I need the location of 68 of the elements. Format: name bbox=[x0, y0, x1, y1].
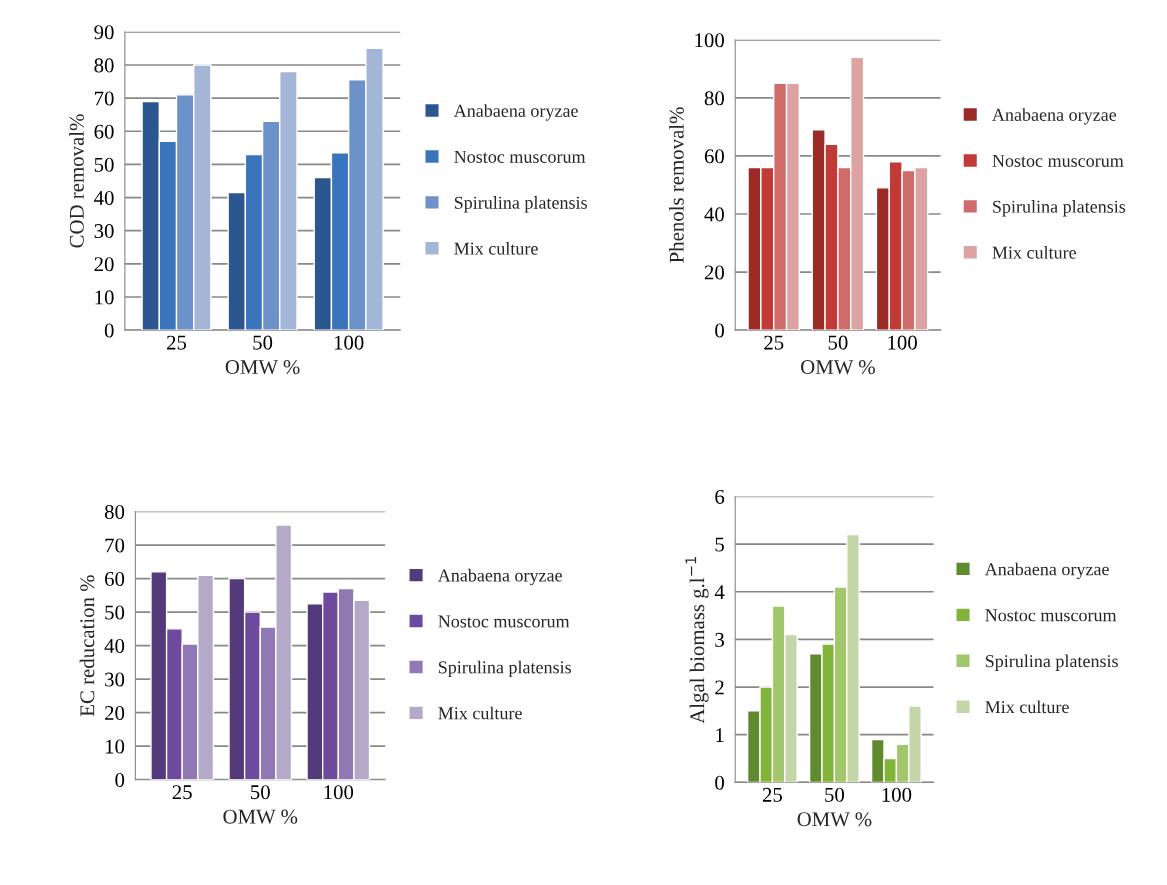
y-tick-label: 40 bbox=[94, 190, 114, 205]
x-tick-label: 100 bbox=[324, 785, 354, 800]
y-tick-label: 20 bbox=[94, 257, 114, 272]
y-tick-label: 50 bbox=[105, 605, 125, 620]
y-tick-label: 3 bbox=[715, 632, 724, 647]
x-tick-label: 100 bbox=[882, 787, 912, 802]
x-tick-label: 50 bbox=[251, 785, 270, 800]
y-tick-label: 4 bbox=[714, 585, 725, 599]
x-tick-label: 50 bbox=[253, 335, 273, 350]
x-tick-label: 25 bbox=[172, 785, 192, 800]
y-tick-label: 1 bbox=[716, 728, 724, 742]
y-tick-label: 100 bbox=[695, 33, 724, 48]
y-tick-label: 80 bbox=[104, 504, 125, 519]
legend-label: Nostoc muscorum bbox=[985, 609, 1117, 622]
y-tick-label: 30 bbox=[105, 672, 125, 687]
x-tick-label: 100 bbox=[888, 335, 917, 350]
y-axis-title: EC reducation % bbox=[79, 575, 95, 717]
legend-label: Nostoc muscorum bbox=[454, 150, 586, 163]
x-axis-title: OMW % bbox=[225, 360, 300, 375]
y-tick-label: 50 bbox=[94, 157, 114, 172]
x-tick-label: 50 bbox=[825, 787, 845, 802]
legend-label: Anabaena oryzae bbox=[992, 108, 1117, 125]
y-tick-label: 60 bbox=[94, 124, 114, 139]
y-tick-label: 70 bbox=[94, 91, 114, 106]
legend-label: Spirulina platensis bbox=[985, 654, 1118, 671]
y-tick-label: 70 bbox=[105, 538, 125, 553]
y-tick-label: 60 bbox=[704, 149, 724, 164]
legend-label: Spirulina platensis bbox=[993, 200, 1126, 217]
x-tick-label: 25 bbox=[764, 335, 784, 350]
y-tick-label: 20 bbox=[105, 706, 125, 721]
y-tick-label: 80 bbox=[94, 58, 114, 73]
y-tick-label: 0 bbox=[715, 323, 724, 338]
legend-label: Mix culture bbox=[454, 242, 538, 255]
legend-label: Mix culture bbox=[992, 246, 1077, 259]
legend-label: Anabaena oryzae bbox=[453, 104, 578, 121]
x-tick-label: 100 bbox=[334, 335, 364, 350]
x-tick-label: 25 bbox=[167, 335, 187, 350]
x-axis-title: OMW % bbox=[801, 360, 875, 375]
y-tick-label: 40 bbox=[704, 207, 724, 222]
legend-label: Spirulina platensis bbox=[454, 196, 587, 213]
legend-label: Mix culture bbox=[438, 706, 522, 720]
y-tick-label: 40 bbox=[104, 638, 125, 654]
y-tick-label: 10 bbox=[95, 290, 114, 305]
y-tick-label: 0 bbox=[715, 775, 724, 790]
y-tick-label: 20 bbox=[704, 265, 724, 280]
y-tick-label: 0 bbox=[115, 773, 125, 788]
legend-label: Nostoc muscorum bbox=[438, 615, 570, 628]
y-tick-label: 2 bbox=[715, 680, 724, 695]
y-tick-label: 6 bbox=[715, 489, 725, 504]
y-tick-label: 30 bbox=[94, 224, 114, 239]
x-tick-label: 25 bbox=[762, 787, 783, 802]
y-tick-label: 90 bbox=[94, 25, 114, 40]
y-tick-label: 60 bbox=[105, 571, 125, 586]
legend-label: Anabaena oryzae bbox=[437, 568, 562, 586]
y-axis-title: Algal biomass g.l$^{−1}$ bbox=[685, 557, 709, 724]
legend-label: Nostoc muscorum bbox=[992, 154, 1124, 167]
x-axis-title: OMW % bbox=[223, 809, 298, 824]
legend-label: Mix culture bbox=[985, 700, 1069, 714]
x-tick-label: 50 bbox=[828, 335, 848, 350]
y-tick-label: 10 bbox=[105, 739, 125, 754]
legend-label: Anabaena oryzae bbox=[984, 562, 1109, 580]
y-tick-label: 5 bbox=[715, 537, 724, 552]
y-axis-title: COD removal% bbox=[69, 114, 84, 248]
legend-label: Spirulina platensis bbox=[438, 660, 571, 678]
x-axis-title: OMW % bbox=[797, 812, 872, 827]
y-axis-title: Phenols removal% bbox=[669, 107, 684, 263]
y-tick-label: 0 bbox=[104, 323, 114, 338]
y-tick-label: 80 bbox=[704, 91, 724, 106]
